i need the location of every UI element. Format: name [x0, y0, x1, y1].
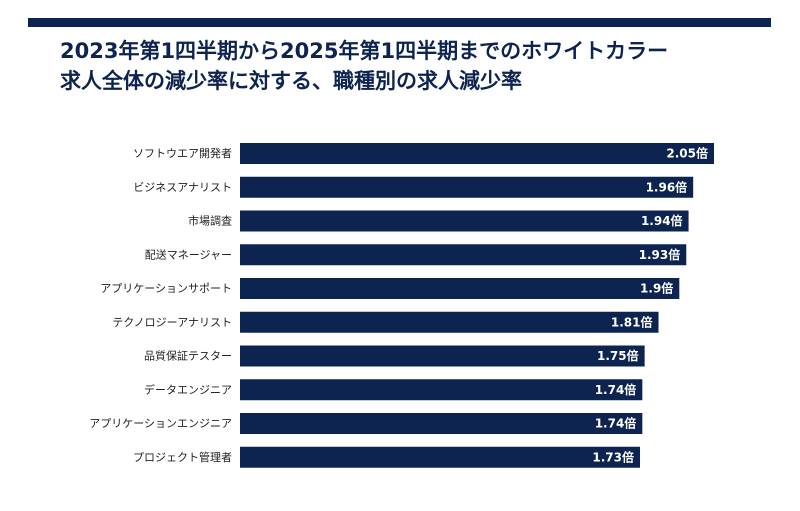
bar [240, 278, 680, 299]
value-label: 1.73倍 [592, 449, 634, 464]
category-label: 配送マネージャー [145, 247, 232, 261]
category-label: ビジネスアナリスト [133, 181, 232, 194]
category-label: アプリケーションサポート [100, 282, 232, 295]
title-line-2: 求人全体の減少率に対する、職種別の求人減少率 [60, 69, 522, 93]
bar [240, 413, 643, 434]
value-label: 1.9倍 [640, 281, 673, 296]
bar [240, 244, 687, 266]
bar [240, 176, 694, 198]
value-label: 2.05倍 [666, 146, 708, 161]
bar [240, 210, 689, 232]
top-rule [28, 18, 771, 27]
value-label: 1.81倍 [611, 314, 653, 329]
category-label: テクノロジーアナリスト [112, 316, 232, 329]
category-label: アプリケーションエンジニア [89, 417, 232, 430]
bar [240, 143, 714, 164]
value-label: 1.74倍 [595, 416, 637, 431]
value-label: 1.93倍 [639, 247, 681, 262]
category-label: 市場調査 [188, 214, 232, 228]
title-line-1: 2023年第1四半期から2025年第1四半期までのホワイトカラー [60, 39, 669, 63]
bar [240, 446, 641, 468]
bar [240, 345, 645, 367]
value-label: 1.96倍 [646, 179, 688, 194]
category-label: プロジェクト管理者 [133, 450, 232, 464]
category-label: データエンジニア [144, 382, 232, 396]
category-label: ソフトウエア開発者 [133, 146, 232, 160]
value-label: 1.94倍 [641, 213, 683, 228]
category-label: 品質保証テスター [144, 349, 232, 363]
page-title: 2023年第1四半期から2025年第1四半期までのホワイトカラー 求人全体の減少… [60, 36, 668, 96]
value-label: 1.74倍 [595, 382, 637, 397]
value-label: 1.75倍 [597, 348, 639, 363]
bar [240, 379, 643, 401]
bar [240, 311, 659, 333]
